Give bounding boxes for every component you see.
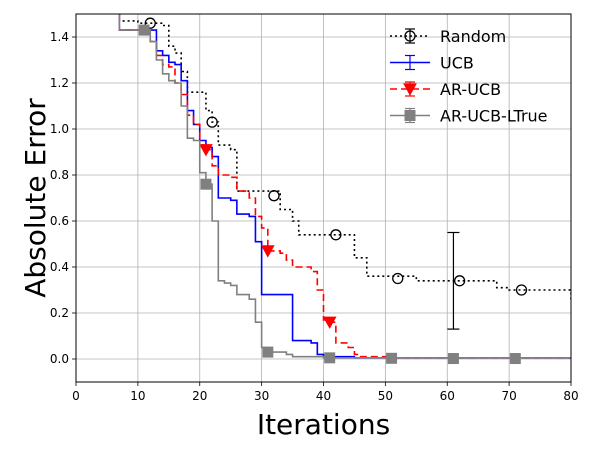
data-point <box>386 352 398 364</box>
y-tick-label: 1.2 <box>50 76 69 90</box>
legend: Random UCB AR-UCB AR-UCB-LTrue <box>390 27 548 126</box>
series-ucb <box>118 14 571 359</box>
data-point <box>268 190 280 202</box>
series-line-ar-ucb <box>118 14 571 359</box>
y-tick-label: 1.0 <box>50 122 69 136</box>
data-point <box>324 352 336 364</box>
data-point <box>260 245 275 258</box>
legend-entry-random: Random <box>390 27 506 46</box>
data-point <box>509 353 521 365</box>
x-axis-label: Iterations <box>257 408 390 441</box>
data-point <box>206 116 218 128</box>
series-line-random <box>118 14 571 302</box>
x-tick-label: 30 <box>254 389 269 403</box>
data-point <box>515 284 528 296</box>
x-tick-label: 40 <box>316 389 331 403</box>
data-point <box>199 144 213 157</box>
series-ar-ucb-ltrue <box>118 14 571 365</box>
legend-marker <box>404 110 416 121</box>
x-tick-label: 10 <box>130 389 145 403</box>
axis-ticks: 0 10 20 30 40 50 60 70 80 0.0 0.2 0.4 0.6 0.8 1.0 1.2 1.… <box>50 30 579 403</box>
legend-marker <box>404 30 416 42</box>
series-layer <box>118 14 571 365</box>
legend-label: Random <box>440 27 506 46</box>
x-tick-label: 50 <box>378 389 393 403</box>
series-ar-ucb <box>118 14 571 359</box>
legend-label: AR-UCB <box>440 80 501 99</box>
y-tick-label: 0.8 <box>50 168 69 182</box>
data-point <box>144 17 156 29</box>
legend-label: UCB <box>440 54 474 73</box>
x-tick-label: 20 <box>192 389 207 403</box>
x-tick-label: 70 <box>501 389 516 403</box>
data-point <box>138 24 150 36</box>
y-tick-label: 0.6 <box>50 214 69 228</box>
data-point <box>322 316 337 329</box>
legend-entry-ar-ucb: AR-UCB <box>390 80 501 99</box>
legend-entry-ar-ucb-ltrue: AR-UCB-LTrue <box>390 107 548 126</box>
data-point <box>453 275 466 287</box>
x-tick-label: 60 <box>440 389 455 403</box>
y-tick-label: 0.2 <box>50 306 69 320</box>
data-point <box>447 353 459 365</box>
legend-marker <box>403 83 417 96</box>
y-tick-label: 0.0 <box>50 352 69 366</box>
y-axis-label: Absolute Error <box>19 98 52 298</box>
x-tick-label: 0 <box>72 389 80 403</box>
grid <box>75 14 572 382</box>
y-tick-label: 0.4 <box>50 260 69 274</box>
series-line-ucb <box>118 14 571 359</box>
y-tick-label: 1.4 <box>50 30 69 44</box>
legend-label: AR-UCB-LTrue <box>440 107 548 126</box>
data-point <box>262 346 274 358</box>
x-tick-label: 80 <box>563 389 578 403</box>
series-random <box>118 14 571 330</box>
data-point <box>392 272 404 285</box>
data-point <box>330 229 342 241</box>
data-point <box>200 178 212 190</box>
legend-entry-ucb: UCB <box>390 54 474 73</box>
